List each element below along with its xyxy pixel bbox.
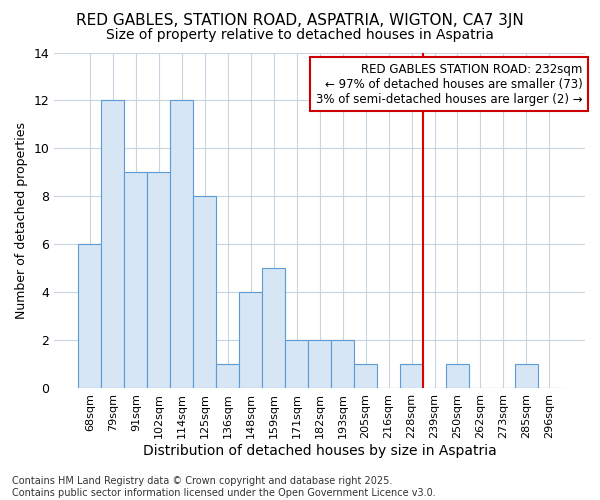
- Bar: [515, 364, 538, 388]
- Bar: [262, 268, 285, 388]
- Bar: [170, 100, 193, 388]
- Text: Size of property relative to detached houses in Aspatria: Size of property relative to detached ho…: [106, 28, 494, 42]
- Bar: [101, 100, 124, 388]
- Bar: [354, 364, 377, 388]
- Text: RED GABLES STATION ROAD: 232sqm
← 97% of detached houses are smaller (73)
3% of : RED GABLES STATION ROAD: 232sqm ← 97% of…: [316, 62, 583, 106]
- Bar: [308, 340, 331, 388]
- Bar: [193, 196, 216, 388]
- Bar: [400, 364, 423, 388]
- Bar: [124, 172, 148, 388]
- Bar: [148, 172, 170, 388]
- Text: Contains HM Land Registry data © Crown copyright and database right 2025.
Contai: Contains HM Land Registry data © Crown c…: [12, 476, 436, 498]
- Bar: [331, 340, 354, 388]
- X-axis label: Distribution of detached houses by size in Aspatria: Distribution of detached houses by size …: [143, 444, 497, 458]
- Bar: [239, 292, 262, 388]
- Bar: [79, 244, 101, 388]
- Bar: [216, 364, 239, 388]
- Y-axis label: Number of detached properties: Number of detached properties: [15, 122, 28, 318]
- Bar: [446, 364, 469, 388]
- Bar: [285, 340, 308, 388]
- Text: RED GABLES, STATION ROAD, ASPATRIA, WIGTON, CA7 3JN: RED GABLES, STATION ROAD, ASPATRIA, WIGT…: [76, 12, 524, 28]
